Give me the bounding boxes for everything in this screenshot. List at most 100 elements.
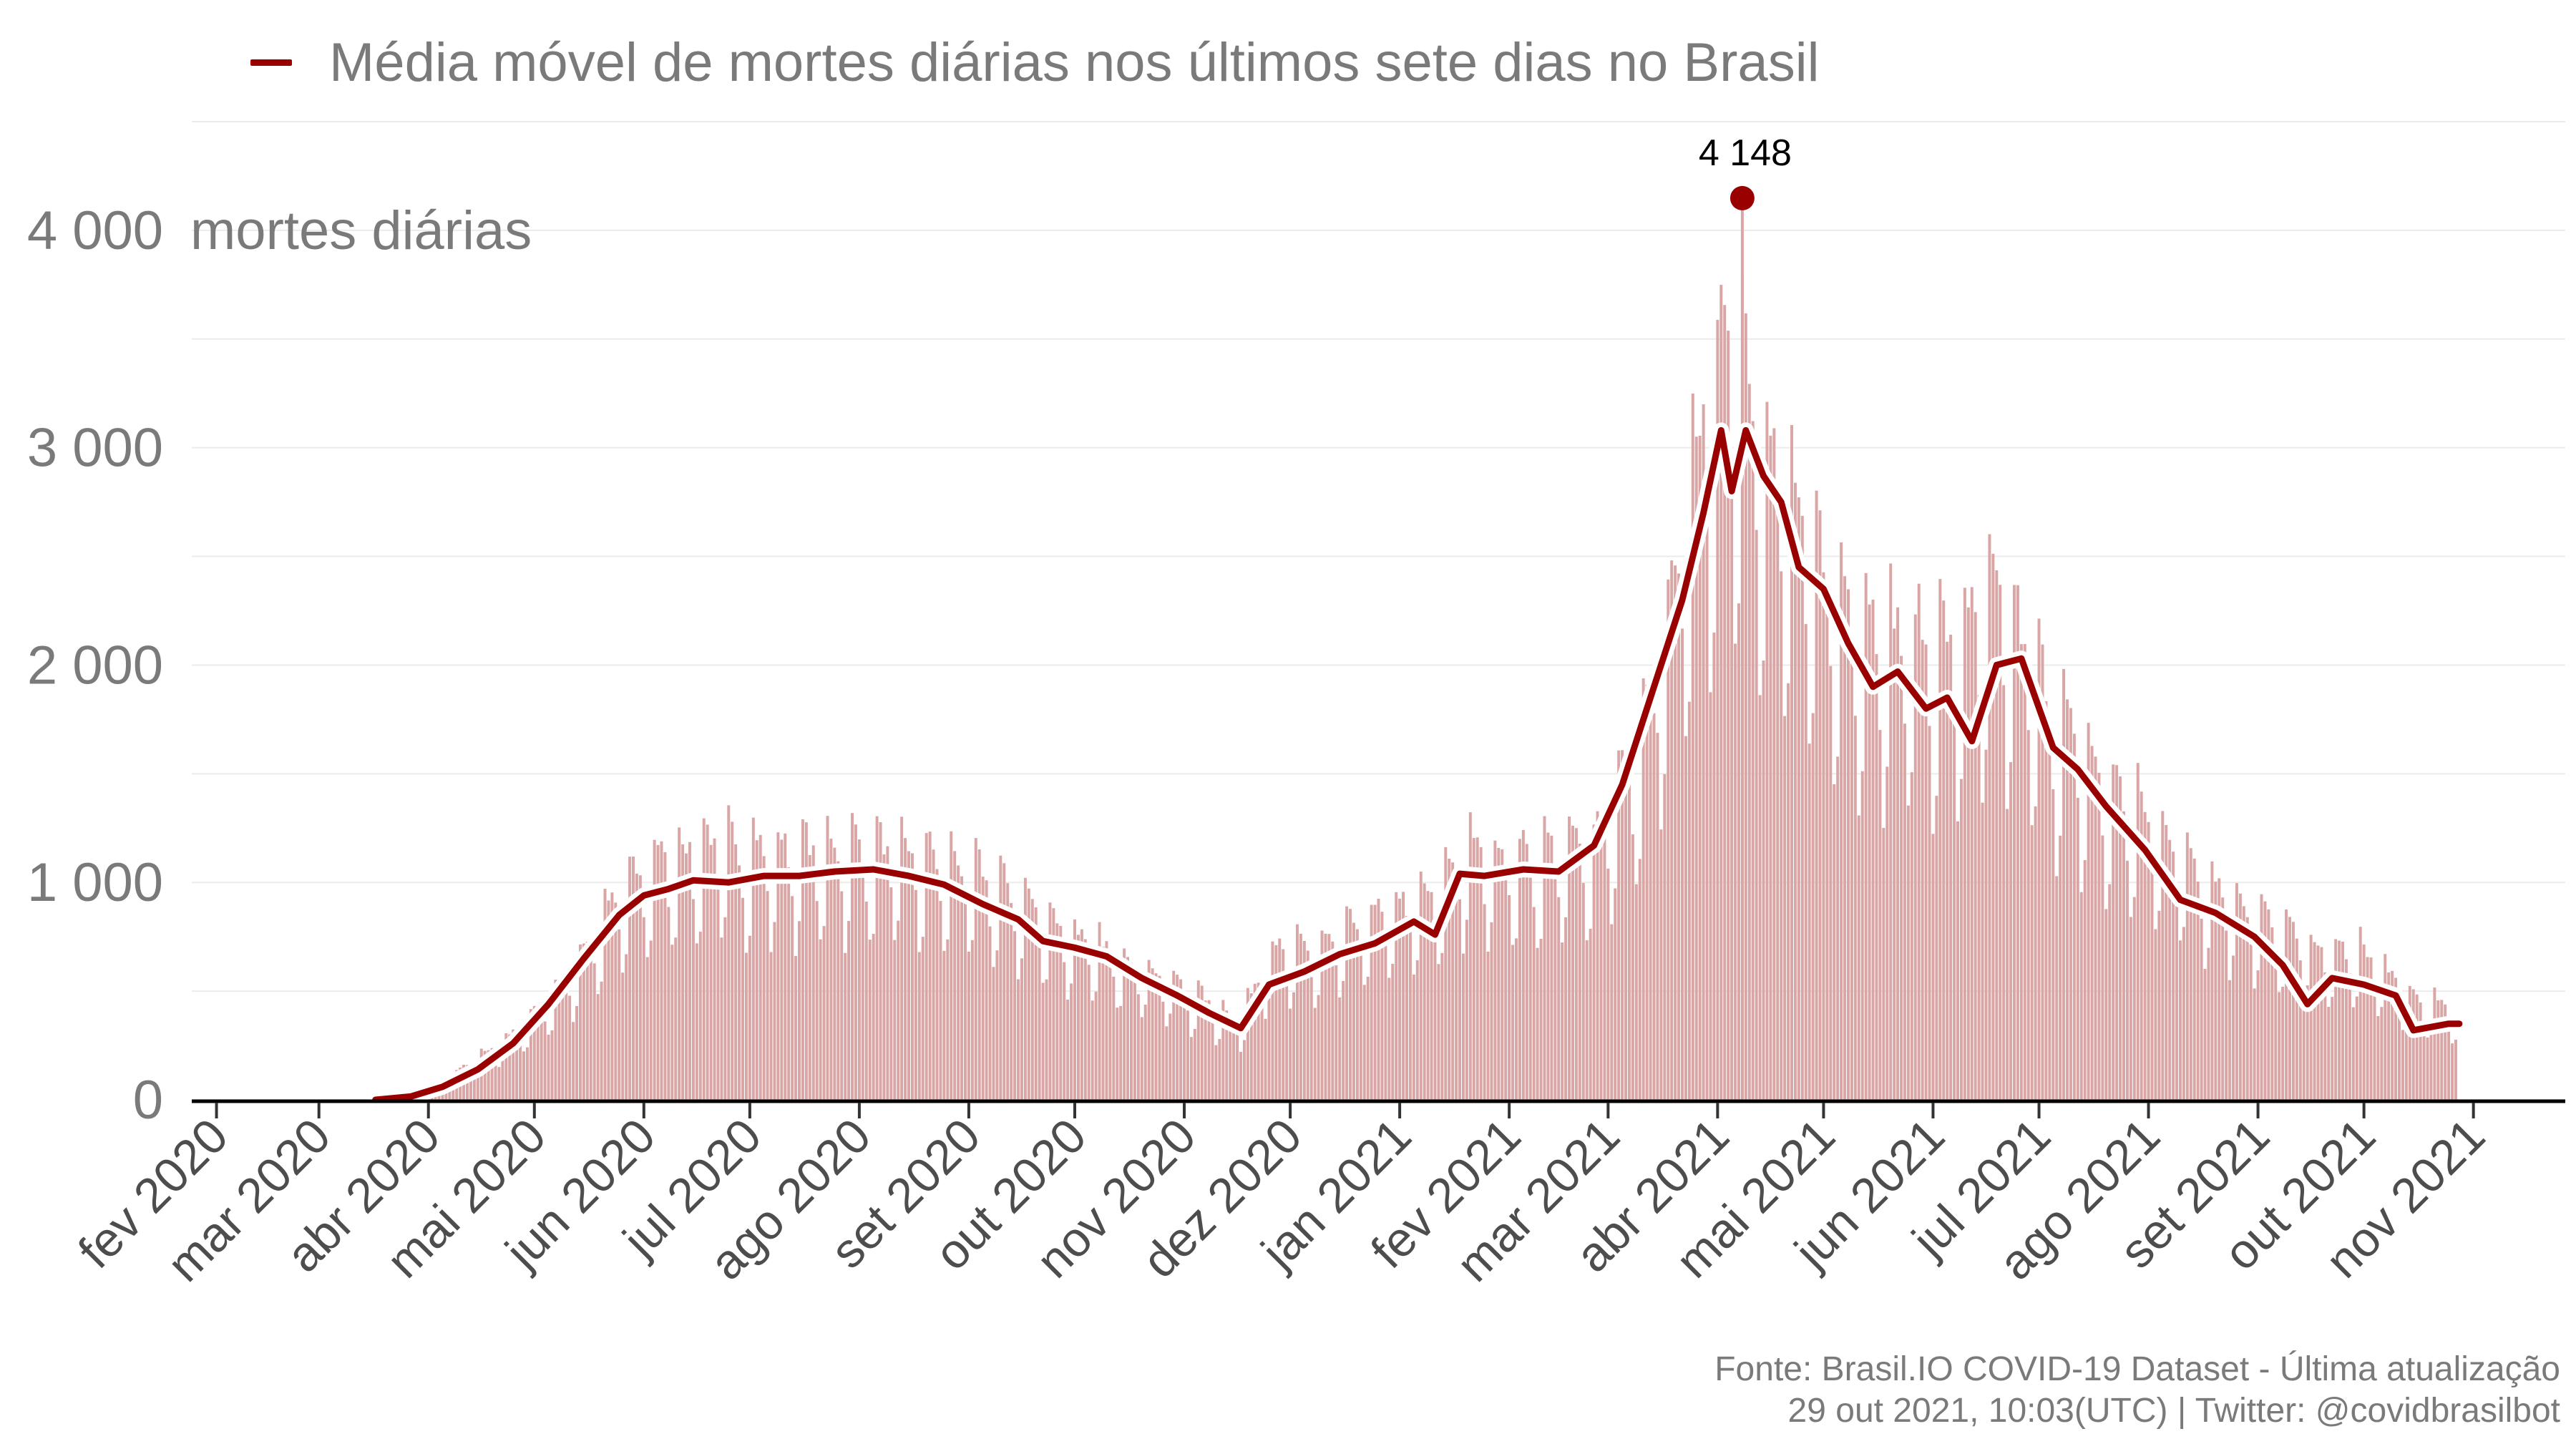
daily-bar (1179, 979, 1183, 1100)
daily-bar (1627, 761, 1631, 1100)
daily-bar (2422, 1022, 2426, 1100)
daily-bar (1698, 435, 1702, 1100)
daily-bar (1797, 497, 1800, 1100)
daily-bar (964, 899, 967, 1100)
daily-bar (2168, 839, 2172, 1100)
daily-bar (2302, 1004, 2306, 1100)
daily-bar (2316, 945, 2320, 1100)
daily-bar (2214, 882, 2218, 1100)
daily-bar (1780, 571, 1783, 1100)
daily-bar (1840, 542, 1843, 1100)
daily-bar (1966, 607, 1970, 1100)
daily-bar (2104, 909, 2108, 1100)
daily-bar (1087, 965, 1091, 1100)
daily-bar (2256, 970, 2260, 1100)
daily-bar (1603, 821, 1606, 1100)
daily-bar (522, 1051, 525, 1100)
daily-bar (1387, 977, 1391, 1100)
daily-bar (1649, 675, 1652, 1100)
legend-key-line (250, 59, 292, 66)
daily-bar (1094, 991, 1098, 1100)
daily-bar (1674, 565, 1677, 1100)
daily-bar (1236, 1033, 1239, 1100)
daily-bar (1193, 1028, 1196, 1100)
daily-bar (1030, 899, 1034, 1100)
daily-bar (1585, 940, 1589, 1100)
daily-bar (1169, 1013, 1172, 1100)
daily-bar (1868, 604, 1871, 1100)
daily-bar (1398, 898, 1402, 1100)
daily-bar (840, 891, 844, 1100)
daily-bar (1327, 934, 1331, 1100)
daily-bar (1130, 962, 1133, 1100)
daily-bar (2069, 708, 2072, 1100)
daily-bar (1027, 888, 1030, 1100)
daily-bar (2334, 939, 2338, 1100)
daily-bar (2129, 917, 2132, 1100)
daily-bar (1744, 313, 1747, 1100)
daily-bar (508, 1034, 512, 1100)
daily-bar (1804, 624, 1807, 1100)
daily-bar (504, 1033, 508, 1100)
daily-bar (921, 937, 924, 1100)
daily-bar (882, 854, 886, 1100)
daily-bar (1727, 331, 1730, 1101)
daily-bar (1568, 816, 1571, 1100)
daily-bar (932, 849, 935, 1100)
daily-bar (1578, 844, 1581, 1100)
daily-bar (1200, 985, 1204, 1100)
daily-bar (1370, 904, 1373, 1100)
daily-bar (1017, 979, 1020, 1100)
daily-bar (1843, 576, 1847, 1100)
daily-bar (1038, 946, 1041, 1100)
daily-bar (893, 940, 897, 1100)
daily-bar (1059, 925, 1063, 1100)
daily-bar (1730, 489, 1734, 1100)
daily-bar (904, 838, 907, 1100)
daily-bar (1380, 912, 1384, 1100)
daily-bar (1705, 505, 1709, 1100)
daily-bar (829, 838, 833, 1100)
daily-bar (1900, 655, 1903, 1100)
daily-bar (2094, 756, 2097, 1100)
daily-bar (801, 819, 804, 1100)
daily-bar (723, 917, 727, 1100)
daily-bar (1331, 941, 1335, 1100)
daily-bar (1913, 614, 1917, 1100)
daily-bar (2055, 876, 2059, 1100)
source-line: Fonte: Brasil.IO COVID-19 Dataset - Últi… (1714, 1350, 2560, 1388)
daily-bar (1687, 701, 1691, 1100)
daily-bar (1289, 1008, 1292, 1100)
daily-bar (1702, 404, 1705, 1100)
daily-bar (1833, 784, 1836, 1100)
daily-bar (2147, 821, 2150, 1100)
daily-bar (592, 963, 596, 1100)
y-tick-label: 2 000 (27, 635, 163, 696)
daily-bar (2267, 909, 2270, 1100)
daily-bar (2313, 942, 2316, 1100)
daily-bar (2348, 973, 2351, 1100)
daily-bar (1659, 829, 1663, 1100)
daily-bar (939, 901, 942, 1100)
daily-bar (974, 838, 977, 1100)
daily-bar (2140, 791, 2143, 1100)
daily-bar (1995, 570, 1999, 1100)
daily-bar (1486, 951, 1490, 1100)
daily-bar (2344, 959, 2348, 1100)
daily-bar (625, 954, 628, 1100)
daily-bar (2401, 1030, 2404, 1100)
daily-bar (670, 945, 674, 1100)
daily-bar (1338, 997, 1342, 1100)
daily-bar (988, 926, 992, 1100)
daily-bar (1204, 1000, 1207, 1100)
daily-bar (1815, 490, 1818, 1100)
daily-bar (2306, 985, 2309, 1100)
daily-bar (1349, 909, 1352, 1100)
daily-bar (1963, 587, 1966, 1100)
daily-bar (861, 865, 864, 1100)
daily-bar (1451, 862, 1455, 1100)
daily-bar (582, 943, 585, 1100)
daily-bar (2341, 942, 2345, 1100)
daily-bar (1295, 924, 1299, 1100)
daily-bar (635, 873, 638, 1100)
